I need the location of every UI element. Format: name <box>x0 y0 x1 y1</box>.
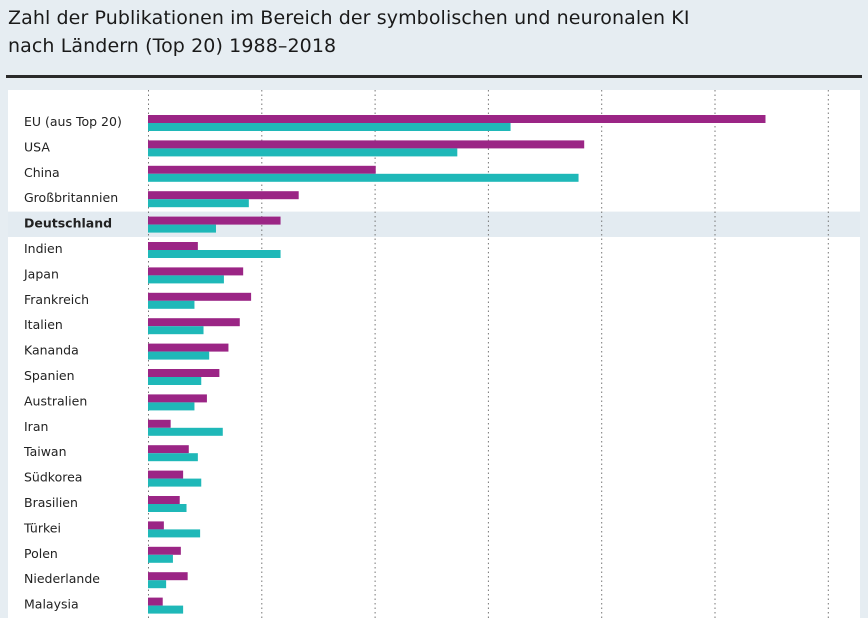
category-label-sudkorea: Südkorea <box>24 470 82 485</box>
bar-chart: EU (aus Top 20) USA China Großbritannien Deu… <box>8 90 860 618</box>
bar-symbolic-spanien <box>148 369 220 377</box>
category-label-deutschland: Deutschland <box>24 216 112 231</box>
category-label-japan: Japan <box>23 266 59 281</box>
bar-symbolic-china <box>148 165 376 174</box>
bar-neural-deutschland <box>148 224 216 233</box>
bar-symbolic-eu-aus-top-20 <box>148 115 766 123</box>
bar-neural-frankreich <box>148 300 195 309</box>
title-line-1: Zahl der Publikationen im Bereich der sy… <box>8 7 690 29</box>
bar-symbolic-turkei <box>148 521 164 530</box>
bar-neural-kananda <box>148 351 210 360</box>
category-label-polen: Polen <box>24 546 58 561</box>
category-label-china: China <box>24 165 60 180</box>
bar-neural-taiwan <box>148 453 198 462</box>
bar-symbolic-polen <box>148 546 181 555</box>
bar-neural-china <box>148 173 579 182</box>
bar-symbolic-italien <box>148 318 240 327</box>
category-label-spanien: Spanien <box>24 368 75 383</box>
category-label-australien: Australien <box>24 393 87 408</box>
category-label-niederlande: Niederlande <box>24 571 100 586</box>
bar-neural-grossbritannien <box>148 199 249 208</box>
bar-neural-turkei <box>148 529 201 538</box>
bar-neural-malaysia <box>148 605 184 614</box>
title-divider <box>6 75 862 78</box>
bar-symbolic-kananda <box>148 343 229 352</box>
bar-symbolic-grossbritannien <box>148 191 299 200</box>
category-label-turkei: Türkei <box>23 520 61 535</box>
bar-symbolic-japan <box>148 267 244 276</box>
bar-neural-polen <box>148 554 173 563</box>
highlight-row-band <box>8 211 860 237</box>
bar-symbolic-iran <box>148 419 171 428</box>
bar-symbolic-sudkorea <box>148 470 184 479</box>
bar-symbolic-deutschland <box>148 216 281 225</box>
bar-neural-italien <box>148 326 204 335</box>
bar-symbolic-usa <box>148 140 585 149</box>
title-line-2: nach Ländern (Top 20) 1988–2018 <box>8 35 337 57</box>
bar-neural-niederlande <box>148 580 167 589</box>
category-label-brasilien: Brasilien <box>24 495 78 510</box>
category-label-iran: Iran <box>24 419 48 434</box>
chart-panel: EU (aus Top 20) USA China Großbritannien Deu… <box>8 90 860 618</box>
bar-neural-eu-aus-top-20 <box>148 123 511 131</box>
category-label-taiwan: Taiwan <box>23 444 67 459</box>
category-label-usa: USA <box>24 139 50 154</box>
category-label-grossbritannien: Großbritannien <box>24 190 118 205</box>
chart-title: Zahl der Publikationen im Bereich der sy… <box>8 4 858 60</box>
category-label-malaysia: Malaysia <box>24 597 79 612</box>
bar-symbolic-taiwan <box>148 445 189 454</box>
bar-neural-spanien <box>148 377 202 385</box>
bar-symbolic-australien <box>148 394 207 403</box>
category-label-italien: Italien <box>24 317 63 332</box>
category-label-eu-aus-top-20: EU (aus Top 20) <box>24 114 122 129</box>
category-label-kananda: Kananda <box>24 343 79 358</box>
bar-symbolic-niederlande <box>148 572 188 581</box>
bar-symbolic-frankreich <box>148 292 252 301</box>
bar-neural-indien <box>148 250 281 258</box>
bar-neural-usa <box>148 148 458 157</box>
bar-neural-japan <box>148 275 224 284</box>
bar-symbolic-indien <box>148 242 198 250</box>
bar-symbolic-brasilien <box>148 496 180 504</box>
category-label-indien: Indien <box>24 241 63 256</box>
bar-neural-iran <box>148 427 223 436</box>
category-label-frankreich: Frankreich <box>24 292 89 307</box>
bar-neural-sudkorea <box>148 478 202 487</box>
bar-symbolic-malaysia <box>148 597 163 606</box>
bar-neural-brasilien <box>148 504 187 512</box>
bar-neural-australien <box>148 402 195 411</box>
